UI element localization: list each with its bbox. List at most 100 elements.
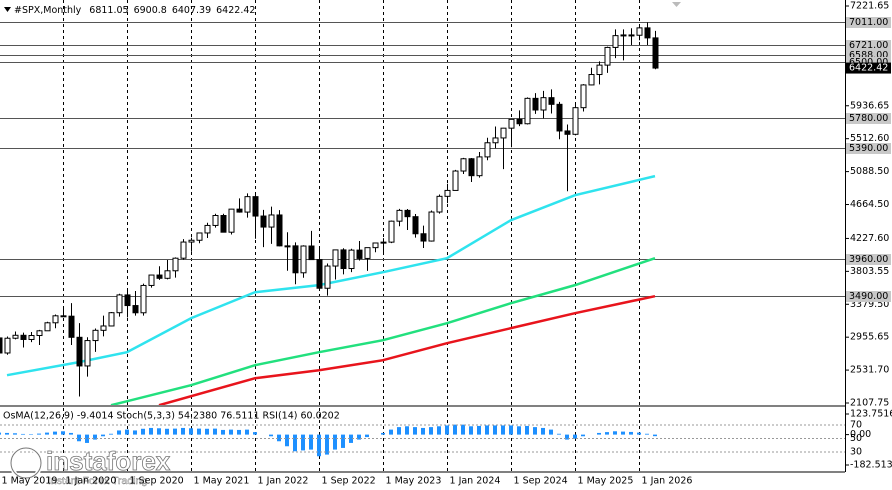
- header: #SPX,Monthly 6811.05 6900.8 6407.39 6422.42: [14, 5, 255, 16]
- candle-body: [532, 97, 539, 111]
- y-tick-label: 5088.50: [850, 166, 889, 177]
- candle-body: [0, 337, 3, 354]
- osma-bar: [581, 434, 585, 437]
- osma-bar: [149, 427, 153, 435]
- osma-bar: [629, 431, 633, 435]
- candle-body: [436, 195, 443, 213]
- level-label: 3490.00: [849, 291, 888, 302]
- candle-body: [372, 242, 379, 249]
- candle-body: [540, 97, 547, 111]
- osma-bar: [317, 434, 321, 457]
- candle-body: [604, 46, 611, 66]
- candle-body: [388, 220, 395, 243]
- candle-body: [164, 270, 171, 279]
- candle-body: [468, 158, 475, 177]
- candle-body: [444, 189, 451, 197]
- osma-bar: [389, 429, 393, 435]
- rsi-level-label: 70: [850, 420, 862, 431]
- osma-bar: [173, 428, 177, 435]
- header-low: 6407.39: [172, 5, 211, 16]
- rsi-level-label: 50: [850, 433, 862, 444]
- level-label-box: [846, 17, 891, 28]
- watermark: instaforex Instant Forex Trading: [9, 445, 171, 487]
- header-high: 6900.8: [134, 5, 167, 16]
- candle-body: [300, 245, 307, 274]
- ma-line: [110, 257, 656, 405]
- candle-body: [236, 208, 243, 213]
- osma-bar: [205, 428, 209, 435]
- osma-bar: [157, 428, 161, 435]
- x-tick-label: 1 Jan 2024: [450, 476, 501, 487]
- candle-body: [60, 315, 67, 318]
- candle-body: [396, 209, 403, 222]
- candle-body: [12, 334, 19, 339]
- candle-body: [44, 322, 51, 332]
- candle-body: [460, 158, 467, 172]
- price-label: 6422.42: [849, 63, 888, 74]
- osma-bar: [477, 425, 481, 435]
- osma-bar: [485, 425, 489, 435]
- y-tick-label: 2531.70: [850, 365, 889, 376]
- osma-bar: [101, 434, 105, 437]
- logo-name: instaforex: [46, 446, 171, 476]
- osma-bar: [125, 429, 129, 435]
- ma-line: [158, 294, 656, 405]
- osma-bar: [461, 424, 465, 435]
- osma-bar: [141, 428, 145, 435]
- candle-body: [188, 239, 195, 243]
- osma-bar: [565, 434, 569, 440]
- candle-body: [484, 142, 491, 158]
- osma-bar: [301, 434, 305, 451]
- level-label: 7011.00: [849, 17, 888, 28]
- osma-bar: [525, 425, 529, 435]
- candle-body: [636, 27, 643, 36]
- x-tick-label: 1 Jan 2022: [258, 476, 309, 487]
- level-label-box: [846, 57, 891, 68]
- chart-title: #SPX,Monthly: [14, 5, 82, 16]
- candle-body: [228, 208, 235, 233]
- candle-body: [588, 74, 595, 86]
- candle-body: [252, 196, 259, 217]
- header-close: 6422.42: [216, 5, 255, 16]
- candle-body: [492, 137, 499, 144]
- osma-bar: [509, 425, 513, 435]
- candle-body: [612, 35, 619, 48]
- osma-bar: [517, 426, 521, 435]
- osma-bar: [341, 434, 345, 448]
- candle-body: [332, 249, 339, 267]
- y-tick-label: 3803.55: [850, 266, 889, 277]
- osma-bar: [349, 434, 353, 443]
- osma-bar: [573, 434, 577, 439]
- candle-body: [84, 340, 91, 367]
- osma-bar: [333, 434, 337, 450]
- osma-bar: [221, 429, 225, 435]
- candle-body: [4, 337, 11, 354]
- candle-body: [628, 34, 635, 37]
- candle-body: [508, 118, 515, 129]
- osma-bar: [237, 429, 241, 435]
- candle-body: [92, 329, 99, 342]
- osma-bar: [653, 434, 657, 437]
- osma-bar: [413, 427, 417, 435]
- logo-tagline: Instant Forex Trading: [48, 475, 147, 487]
- osma-bar: [245, 429, 249, 435]
- price-axis: 7221.65 5936.65 5512.60 5088.50 4664.50 4227.…: [845, 1, 892, 470]
- osma-bar: [541, 427, 545, 435]
- y-tick-label: 7221.65: [850, 1, 889, 12]
- candle-body: [428, 211, 435, 242]
- osma-bar: [21, 433, 25, 435]
- osma-bar: [381, 432, 385, 435]
- osma-bar: [5, 432, 9, 435]
- header-icon: [4, 7, 11, 12]
- osma-bar: [189, 428, 193, 435]
- x-tick-label: 1 Jan 2020: [66, 476, 117, 487]
- osma-bar: [293, 434, 297, 452]
- osma-bar: [549, 429, 553, 435]
- osma-bar: [621, 431, 625, 435]
- osma-bar: [437, 426, 441, 435]
- candle-body: [380, 241, 387, 244]
- price-box: [846, 62, 891, 74]
- indicator-title: OsMA(12,26,9) -9.4014 Stoch(5,3,3) 54.23…: [3, 411, 340, 422]
- osma-bar: [445, 425, 449, 435]
